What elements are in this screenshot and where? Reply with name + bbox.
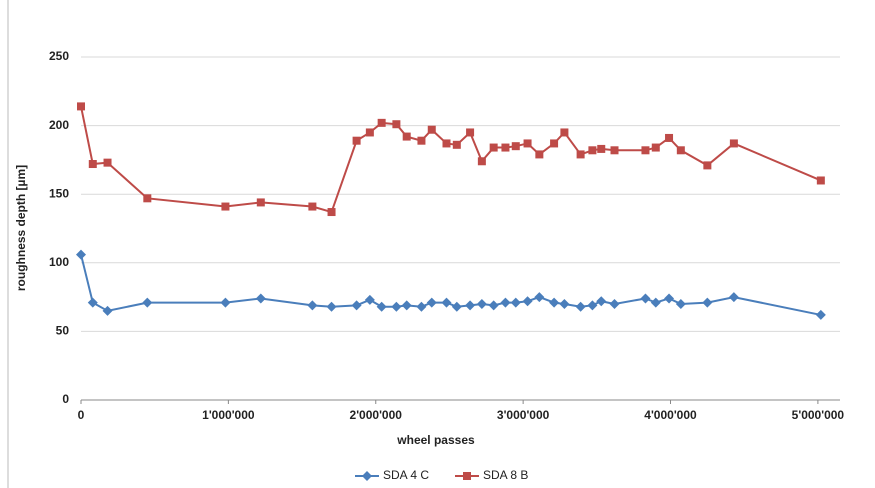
y-tick-label: 250 bbox=[49, 49, 69, 63]
data-point bbox=[610, 146, 619, 155]
legend-marker bbox=[463, 472, 471, 480]
data-point bbox=[729, 139, 738, 148]
data-point bbox=[675, 298, 686, 309]
data-point bbox=[550, 139, 559, 148]
series-line bbox=[80, 254, 822, 316]
data-point bbox=[665, 133, 674, 142]
data-point bbox=[488, 300, 499, 311]
data-point bbox=[77, 102, 85, 111]
data-point bbox=[523, 139, 532, 148]
data-point bbox=[142, 297, 153, 308]
data-point bbox=[676, 146, 685, 155]
y-tick-label: 0 bbox=[62, 392, 69, 406]
data-point bbox=[401, 300, 412, 311]
data-point bbox=[815, 309, 826, 320]
data-point bbox=[535, 150, 544, 159]
data-point bbox=[534, 292, 545, 303]
data-point bbox=[728, 292, 739, 303]
legend-label: SDA 8 B bbox=[483, 468, 528, 482]
x-tick-label: 1'000'000 bbox=[202, 408, 255, 422]
data-point bbox=[587, 300, 598, 311]
data-point bbox=[416, 301, 427, 312]
data-point bbox=[597, 144, 606, 153]
data-point bbox=[255, 293, 266, 304]
data-point bbox=[640, 293, 651, 304]
data-point bbox=[327, 208, 336, 217]
data-point bbox=[351, 300, 362, 311]
data-point bbox=[511, 142, 520, 151]
data-point bbox=[476, 298, 487, 309]
data-point bbox=[465, 300, 476, 311]
x-axis-label: wheel passes bbox=[396, 433, 475, 447]
series-line bbox=[80, 106, 822, 214]
data-point bbox=[326, 301, 337, 312]
data-point bbox=[576, 150, 585, 159]
x-tick-label: 2'000'000 bbox=[350, 408, 403, 422]
data-point bbox=[816, 176, 825, 185]
data-point bbox=[307, 300, 318, 311]
x-tick-label: 5'000'000 bbox=[792, 408, 845, 422]
data-point bbox=[452, 140, 461, 149]
data-point bbox=[451, 301, 462, 312]
data-point bbox=[392, 120, 401, 129]
data-point bbox=[426, 297, 437, 308]
data-point bbox=[221, 202, 230, 211]
data-point bbox=[559, 298, 570, 309]
data-point bbox=[377, 118, 386, 127]
data-point bbox=[650, 297, 661, 308]
x-tick-label: 0 bbox=[78, 408, 85, 422]
data-point bbox=[703, 161, 712, 170]
x-tick-label: 3'000'000 bbox=[497, 408, 550, 422]
legend: SDA 4 C SDA 8 B bbox=[355, 468, 528, 482]
data-point bbox=[402, 132, 411, 141]
data-point bbox=[352, 136, 361, 145]
data-point bbox=[87, 297, 98, 308]
data-point bbox=[308, 202, 317, 211]
data-point bbox=[500, 297, 511, 308]
data-point bbox=[702, 297, 713, 308]
data-point bbox=[76, 249, 86, 260]
data-point bbox=[575, 301, 586, 312]
data-point bbox=[143, 194, 152, 203]
y-axis-label: roughness depth [µm] bbox=[14, 165, 28, 291]
data-point bbox=[522, 296, 533, 307]
data-point bbox=[442, 139, 451, 148]
data-point bbox=[588, 146, 597, 155]
data-point bbox=[103, 158, 112, 167]
data-point bbox=[501, 143, 510, 152]
y-tick-label: 200 bbox=[49, 118, 69, 132]
data-point bbox=[376, 301, 387, 312]
data-point bbox=[609, 298, 620, 309]
y-tick-label: 50 bbox=[56, 324, 70, 338]
data-point bbox=[256, 198, 265, 207]
data-point bbox=[220, 297, 231, 308]
data-point bbox=[477, 157, 486, 166]
data-point bbox=[427, 125, 436, 134]
data-point bbox=[441, 297, 452, 308]
data-point bbox=[417, 136, 426, 145]
data-point bbox=[560, 128, 569, 137]
data-point bbox=[489, 143, 498, 152]
x-tick-label: 4'000'000 bbox=[644, 408, 697, 422]
data-point bbox=[651, 143, 660, 152]
data-point bbox=[391, 301, 402, 312]
data-point bbox=[510, 297, 521, 308]
data-point bbox=[466, 128, 475, 137]
data-point bbox=[549, 297, 560, 308]
data-point bbox=[641, 146, 650, 155]
data-point bbox=[88, 160, 97, 169]
legend-marker bbox=[362, 471, 372, 481]
data-point bbox=[596, 296, 607, 307]
legend-label: SDA 4 C bbox=[383, 468, 429, 482]
data-point bbox=[365, 128, 374, 137]
data-point bbox=[364, 294, 375, 305]
data-point bbox=[664, 293, 675, 304]
data-point bbox=[102, 305, 113, 316]
y-tick-label: 150 bbox=[49, 186, 69, 200]
y-tick-label: 100 bbox=[49, 255, 69, 269]
